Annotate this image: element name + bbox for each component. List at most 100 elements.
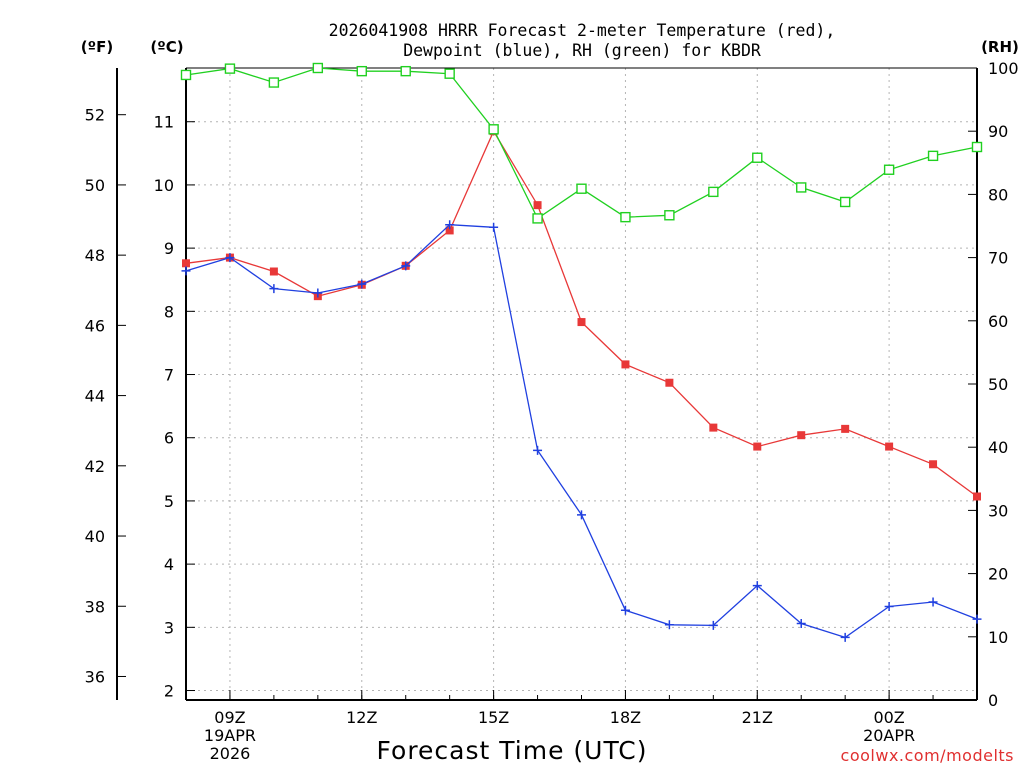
celsius-tick-label: 6 — [164, 429, 174, 448]
celsius-tick-label: 3 — [164, 618, 174, 637]
rh-tick-label: 30 — [988, 501, 1008, 520]
rh-tick-label: 40 — [988, 438, 1008, 457]
dewpoint-point — [533, 445, 543, 455]
dewpoint-point — [708, 620, 718, 630]
temperature-point — [709, 423, 718, 432]
fahrenheit-tick-label: 40 — [85, 527, 105, 546]
temperature-point — [841, 424, 850, 433]
rh-tick-label: 90 — [988, 122, 1008, 141]
rh-point — [752, 152, 763, 163]
dewpoint-point — [489, 222, 499, 232]
rh-point — [620, 211, 631, 223]
dewpoint-point — [620, 605, 630, 615]
temperature-point — [665, 378, 674, 387]
dewpoint-point — [269, 284, 279, 294]
rh-point — [664, 210, 675, 221]
temperature-point — [797, 431, 806, 440]
temperature-point — [753, 442, 762, 451]
rh-tick-label: 20 — [988, 565, 1008, 584]
celsius-tick-label: 9 — [164, 239, 174, 258]
rh-point — [839, 196, 851, 208]
rh-tick-label: 10 — [988, 628, 1008, 647]
dewpoint-line — [185, 224, 978, 639]
temperature-point — [577, 318, 586, 327]
x-tick-label: 18Z — [610, 708, 641, 727]
dewpoint-point — [664, 620, 674, 630]
dewpoint-point — [884, 601, 894, 611]
rh-tick-label: 70 — [988, 249, 1008, 268]
rh-tick-label: 0 — [988, 691, 998, 710]
rh-point — [532, 213, 543, 224]
celsius-tick-label: 5 — [164, 492, 174, 511]
fahrenheit-unit-label: (ºF) — [81, 38, 113, 56]
dewpoint-point — [577, 510, 586, 520]
rh-point — [312, 62, 324, 74]
dewpoint-point — [445, 220, 455, 230]
rh-line — [185, 67, 978, 220]
fahrenheit-tick-label: 48 — [85, 246, 105, 265]
rh-point — [268, 77, 280, 88]
rh-point — [224, 63, 236, 74]
x-tick-date-label: 19APR — [204, 726, 256, 745]
dewpoint-point — [796, 619, 806, 629]
rh-point — [971, 141, 983, 153]
x-axis-title: Forecast Time (UTC) — [377, 736, 648, 765]
fahrenheit-tick-label: 38 — [85, 597, 105, 616]
fahrenheit-tick-label: 36 — [85, 667, 105, 686]
temperature-point — [621, 360, 630, 369]
fahrenheit-tick-label: 42 — [85, 457, 105, 476]
x-tick-label: 09Z — [214, 708, 245, 727]
rh-unit-label: (RH) — [981, 38, 1019, 56]
dewpoint-point — [401, 261, 411, 271]
rh-point — [708, 186, 719, 198]
x-tick-label: 21Z — [742, 708, 773, 727]
fahrenheit-tick-label: 44 — [85, 387, 105, 406]
temperature-point — [885, 442, 894, 451]
fahrenheit-tick-label: 46 — [85, 316, 105, 335]
rh-point — [576, 183, 587, 194]
credit-text: coolwx.com/modelts — [841, 746, 1014, 765]
rh-point — [356, 65, 367, 77]
x-tick-date-label: 20APR — [863, 726, 915, 745]
dewpoint-point — [225, 253, 235, 263]
rh-point — [927, 150, 939, 162]
temperature-point — [182, 259, 190, 268]
celsius-tick-label: 8 — [164, 302, 174, 321]
rh-tick-label: 100 — [988, 59, 1019, 78]
celsius-tick-label: 2 — [164, 682, 174, 701]
celsius-tick-label: 7 — [164, 366, 174, 385]
fahrenheit-tick-label: 50 — [85, 176, 105, 195]
celsius-tick-label: 11 — [154, 113, 174, 132]
celsius-tick-label: 10 — [154, 176, 174, 195]
fahrenheit-tick-label: 52 — [85, 106, 105, 125]
dewpoint-point — [840, 632, 850, 642]
x-tick-year-label: 2026 — [210, 744, 251, 763]
temperature-point — [929, 460, 938, 469]
dewpoint-point — [972, 614, 982, 624]
dewpoint-point — [928, 597, 938, 607]
rh-tick-label: 60 — [988, 312, 1008, 331]
dewpoint-point — [357, 279, 367, 289]
axes-layer: 36 38 40 42 44 46 48 50 52 2 3 4 5 6 7 8 9 10 11 0 10 20 30 40 5… — [85, 59, 1019, 763]
x-tick-label: 00Z — [873, 708, 904, 727]
celsius-tick-label: 4 — [164, 555, 174, 574]
dewpoint-point — [313, 288, 323, 298]
rh-point — [796, 182, 807, 193]
dewpoint-point — [181, 266, 191, 276]
temperature-point — [269, 267, 278, 276]
series-layer — [180, 62, 983, 642]
grid-layer — [186, 68, 977, 700]
x-tick-label: 15Z — [478, 708, 509, 727]
temperature-point — [445, 226, 454, 235]
temperature-point — [973, 492, 981, 501]
x-tick-label: 12Z — [346, 708, 377, 727]
rh-point — [444, 68, 455, 79]
rh-point — [883, 164, 895, 175]
dewpoint-point — [752, 581, 762, 591]
celsius-unit-label: (ºC) — [150, 38, 183, 56]
rh-tick-label: 80 — [988, 185, 1008, 204]
rh-point — [400, 65, 411, 77]
rh-point — [180, 69, 192, 81]
temperature-point — [533, 201, 542, 210]
